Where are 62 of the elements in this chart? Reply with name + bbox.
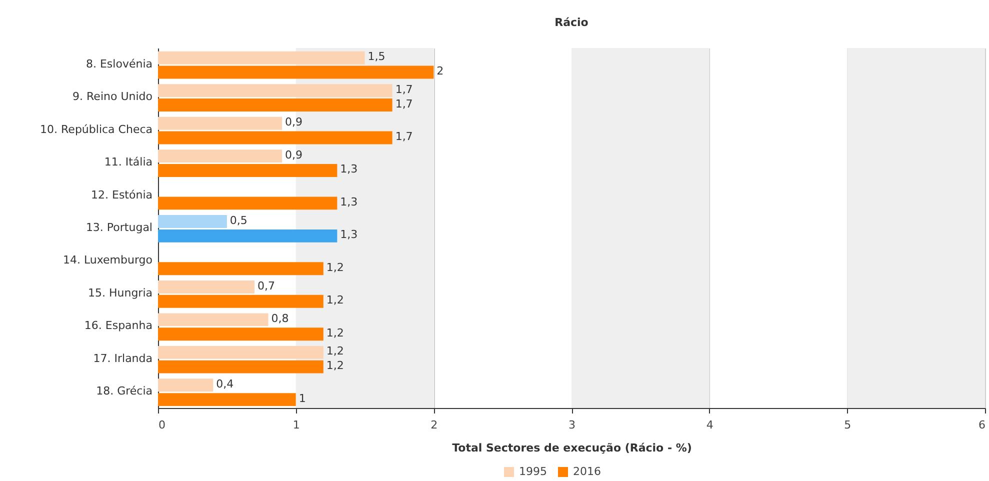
bar	[158, 215, 227, 228]
x-axis-title: Total Sectores de execução (Rácio - %)	[452, 442, 692, 454]
data-label: 1,7	[395, 97, 413, 110]
bar	[158, 262, 324, 276]
data-label: 2	[436, 64, 444, 78]
x-tick-label: 3	[568, 418, 576, 432]
data-label: 1,3	[340, 162, 358, 176]
y-tick-label: 15. Hungria	[88, 286, 152, 300]
data-label: 0,7	[257, 279, 275, 292]
data-label: 1,3	[340, 228, 358, 242]
bar	[158, 328, 324, 341]
data-label: 0,9	[285, 116, 303, 129]
x-tick-label: 6	[978, 418, 986, 432]
bar	[158, 164, 338, 177]
y-tick-label: 12. Estónia	[91, 188, 152, 202]
data-label: 0,5	[230, 214, 248, 227]
bar	[158, 294, 324, 308]
data-label: 1	[298, 392, 306, 405]
chart-title: Rácio	[554, 16, 589, 29]
y-tick-label: 11. Itália	[104, 156, 152, 169]
data-label: 1,2	[326, 344, 344, 358]
bar	[158, 360, 324, 374]
legend-label: 2016	[573, 465, 601, 478]
data-label: 1,7	[395, 82, 413, 96]
bar	[158, 280, 254, 294]
bar	[158, 313, 268, 326]
bar	[158, 393, 296, 406]
y-tick-label: 8. Eslovénia	[86, 57, 152, 70]
y-tick-label: 16. Espanha	[84, 319, 152, 332]
bar	[158, 98, 392, 112]
bar	[158, 346, 324, 359]
bar	[158, 51, 365, 64]
data-label: 0,8	[271, 312, 289, 325]
y-tick-label: 13. Portugal	[86, 221, 152, 234]
data-label: 1,2	[326, 260, 344, 274]
x-tick-label: 5	[844, 418, 852, 432]
bar	[158, 131, 392, 144]
y-tick-label: 17. Irlanda	[93, 352, 152, 365]
data-label: 1,3	[340, 195, 358, 208]
data-label: 1,2	[326, 294, 344, 307]
y-tick-label: 10. República Checa	[40, 122, 152, 136]
data-label: 0,9	[285, 148, 303, 162]
y-tick-label: 18. Grécia	[96, 384, 152, 398]
x-tick-label: 1	[292, 418, 300, 432]
data-label: 1,2	[326, 359, 344, 372]
bar	[158, 378, 214, 392]
bar	[158, 150, 282, 163]
x-tick-label: 2	[430, 418, 438, 432]
bar	[158, 196, 338, 210]
data-label: 1,7	[395, 130, 413, 144]
bar	[158, 84, 392, 98]
y-tick-label: 14. Luxemburgo	[62, 254, 153, 267]
bar	[158, 229, 338, 242]
bar	[158, 116, 282, 130]
data-label: 1,5	[368, 50, 386, 64]
y-tick-label: 9. Reino Unido	[72, 90, 153, 104]
bar	[158, 66, 434, 79]
x-tick-label: 0	[158, 418, 166, 432]
x-tick-label: 4	[706, 418, 714, 432]
data-label: 0,4	[216, 377, 234, 390]
legend-label: 1995	[519, 465, 547, 478]
data-label: 1,2	[326, 326, 344, 340]
